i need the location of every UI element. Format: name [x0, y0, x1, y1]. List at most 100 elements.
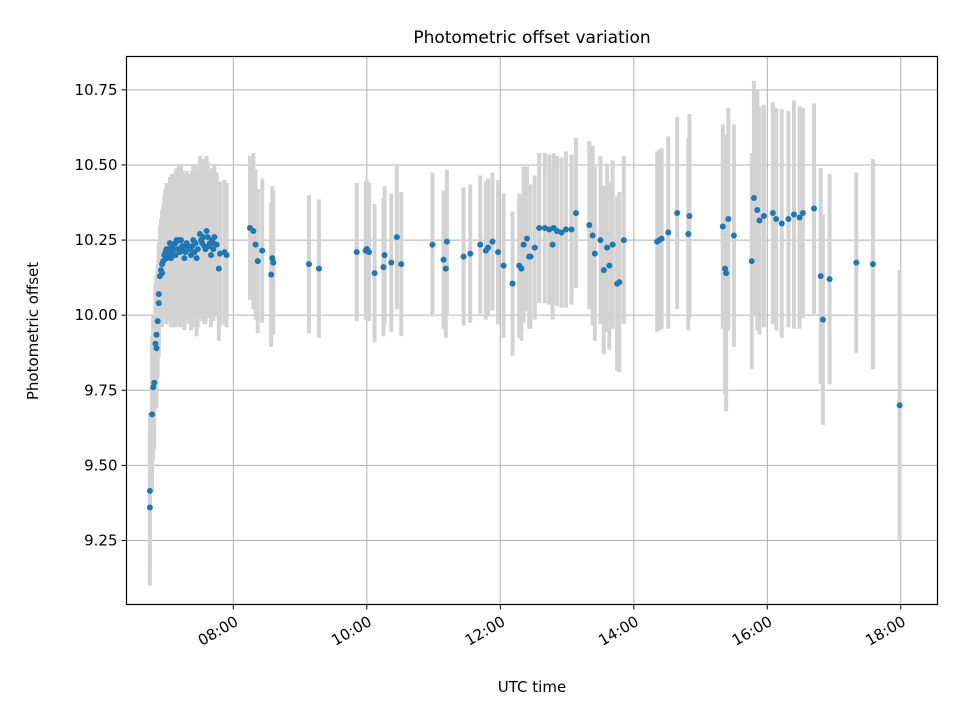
data-point	[489, 238, 496, 245]
y-tick-label: 10.00	[75, 306, 118, 324]
data-point	[204, 234, 211, 241]
data-point	[155, 300, 162, 307]
y-tick-label: 10.75	[75, 81, 118, 99]
data-point	[442, 265, 449, 272]
data-point	[674, 210, 681, 217]
data-points	[146, 195, 903, 511]
data-point	[586, 222, 593, 229]
data-point	[153, 331, 160, 338]
data-point	[178, 237, 185, 244]
data-point	[151, 379, 158, 386]
data-point	[223, 252, 230, 259]
data-point	[589, 232, 596, 239]
data-point	[269, 255, 276, 262]
data-point	[896, 402, 903, 409]
y-tick-label: 10.50	[75, 156, 118, 174]
data-point	[518, 265, 525, 272]
data-point	[353, 249, 360, 256]
data-point	[527, 253, 534, 260]
data-point	[208, 252, 215, 259]
data-point	[440, 256, 447, 263]
data-point	[572, 210, 579, 217]
data-point	[500, 262, 507, 269]
data-point	[509, 280, 516, 287]
data-point	[193, 255, 200, 262]
data-point	[210, 246, 217, 253]
y-tick-label: 9.25	[84, 532, 117, 550]
data-point	[748, 258, 755, 265]
data-point	[616, 279, 623, 286]
data-point	[719, 223, 726, 230]
data-point	[146, 504, 153, 511]
data-point	[819, 316, 826, 323]
data-point	[371, 270, 378, 277]
data-point	[760, 213, 767, 220]
y-tick-label: 10.25	[75, 231, 118, 249]
data-point	[254, 258, 261, 265]
data-point	[869, 261, 876, 268]
data-point	[460, 253, 467, 260]
data-point	[155, 291, 162, 298]
data-point	[393, 234, 400, 241]
data-point	[398, 261, 405, 268]
data-point	[725, 216, 732, 223]
data-point	[146, 487, 153, 494]
data-point	[597, 237, 604, 244]
data-point	[531, 244, 538, 251]
data-point	[658, 235, 665, 242]
data-point	[591, 250, 598, 257]
data-point	[200, 234, 207, 241]
data-point	[817, 273, 824, 280]
data-point	[811, 205, 818, 212]
data-point	[477, 241, 484, 248]
data-point	[443, 238, 450, 245]
data-point	[754, 207, 761, 214]
data-point	[213, 241, 220, 248]
data-point	[467, 250, 474, 257]
data-point	[609, 241, 616, 248]
data-point	[773, 216, 780, 223]
data-point	[154, 318, 161, 325]
data-point	[799, 210, 806, 217]
data-point	[722, 265, 729, 272]
data-point	[250, 228, 257, 235]
data-point	[150, 384, 157, 391]
data-point	[549, 241, 556, 248]
data-point	[429, 241, 436, 248]
data-point	[778, 220, 785, 227]
data-point	[149, 411, 156, 418]
data-point	[796, 214, 803, 221]
data-point	[600, 267, 607, 274]
data-point	[172, 252, 179, 259]
data-point	[785, 216, 792, 223]
data-point	[215, 265, 222, 272]
data-point	[315, 265, 322, 272]
data-point	[388, 259, 395, 266]
data-point	[159, 270, 166, 277]
data-point	[381, 252, 388, 259]
y-axis: 9.25 9.50 9.75 10.00 10.25 10.50 10.75	[75, 81, 127, 550]
data-point	[182, 249, 189, 256]
data-point	[558, 229, 565, 236]
data-point	[826, 276, 833, 283]
data-point	[853, 259, 860, 266]
y-tick-label: 9.50	[84, 456, 117, 474]
data-point	[194, 246, 201, 253]
data-point	[268, 271, 275, 278]
data-point	[686, 213, 693, 220]
data-point	[606, 262, 613, 269]
data-point	[152, 340, 159, 347]
data-point	[203, 228, 210, 235]
data-point	[305, 261, 312, 268]
x-axis-label: UTC time	[498, 678, 566, 696]
data-point	[685, 231, 692, 238]
data-point	[181, 255, 188, 262]
data-point	[604, 244, 611, 251]
data-point	[790, 211, 797, 218]
data-point	[211, 234, 218, 241]
data-point	[523, 235, 530, 242]
data-point	[536, 225, 543, 232]
data-point	[750, 195, 757, 202]
data-point	[153, 345, 160, 352]
